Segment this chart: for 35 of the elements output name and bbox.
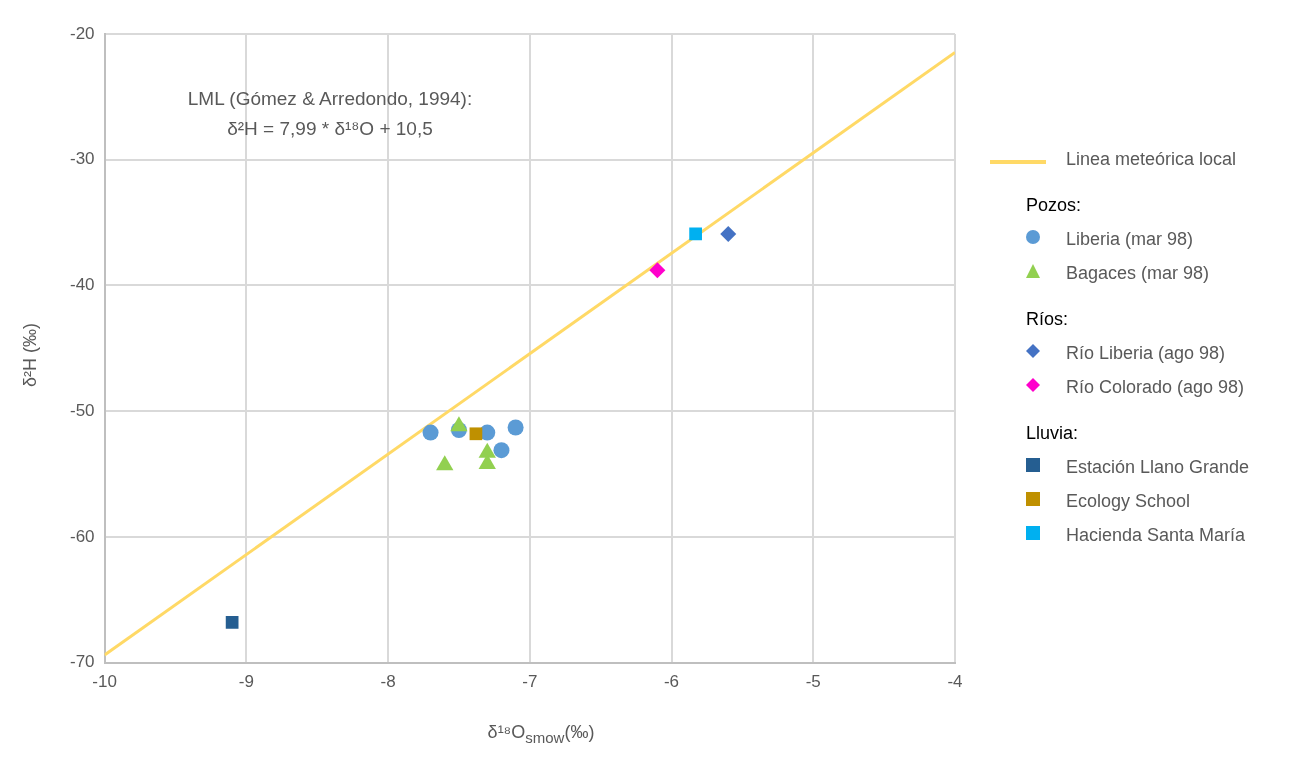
y-axis-title: δ²H (‰) (19, 322, 41, 388)
x-tick-label: -10 (92, 672, 117, 692)
x-tick-label: -8 (380, 672, 396, 692)
text: Pozos: (1026, 193, 1083, 217)
annotation: LML (Gómez & Arredondo, 1994): δ²H = 7,99 * δ¹⁸O + 10,5 (186, 87, 474, 141)
y-tick-label: -30 (69, 149, 95, 169)
point (422, 424, 439, 441)
text: Lluvia: (1026, 421, 1080, 445)
text: Ríos: (1026, 307, 1069, 331)
x-tick-label: -4 (947, 672, 963, 692)
y-tick-label: -50 (69, 400, 95, 420)
point (469, 427, 483, 441)
legend-label: Río Colorado (ago 98) (1066, 376, 1245, 398)
point (689, 227, 702, 241)
x-tick-label: -5 (805, 672, 821, 692)
y-tick-label: -40 (69, 275, 95, 295)
x-axis-title: δ¹⁸O$_{smow}$(‰) (486, 722, 596, 746)
y-tick-label: -20 (69, 23, 95, 43)
legend-label: Río Liberia (ago 98) (1066, 342, 1226, 364)
point (493, 442, 510, 459)
x-tick-label: -7 (522, 672, 538, 692)
point (507, 419, 524, 436)
x-tick-label: -6 (663, 672, 680, 692)
legend-label: Liberia (mar 98) (1066, 228, 1194, 250)
y-tick-label: -60 (69, 526, 95, 546)
x-tick-label: -9 (238, 672, 254, 692)
point (225, 616, 239, 629)
point (649, 262, 666, 279)
legend-label: Bagaces (mar 98) (1066, 262, 1210, 284)
legend-label: Hacienda Santa María (1066, 524, 1246, 546)
y-tick-label: -70 (69, 652, 95, 672)
legend-label: Linea meteórica local (1066, 148, 1237, 170)
point (720, 225, 737, 242)
legend-label: Estación Llano Grande (1066, 456, 1250, 478)
legend-label: Ecology School (1066, 490, 1191, 512)
